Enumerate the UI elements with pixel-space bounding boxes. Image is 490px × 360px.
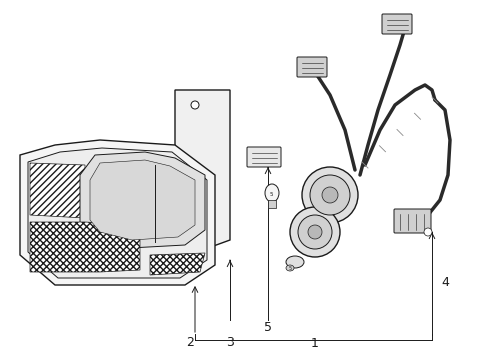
FancyBboxPatch shape [297,57,327,77]
Ellipse shape [265,184,279,202]
Polygon shape [20,140,215,285]
Polygon shape [150,253,205,275]
Polygon shape [30,222,140,272]
Circle shape [290,207,340,257]
Circle shape [308,225,322,239]
Circle shape [310,175,350,215]
Text: 1: 1 [311,337,319,350]
Polygon shape [90,160,195,240]
Circle shape [298,215,332,249]
Polygon shape [28,148,207,278]
FancyBboxPatch shape [247,147,281,167]
Circle shape [191,101,199,109]
Polygon shape [80,152,205,248]
Text: 4: 4 [441,276,449,289]
Text: 3: 3 [226,336,234,349]
FancyBboxPatch shape [382,14,412,34]
Polygon shape [175,90,230,260]
Polygon shape [30,163,85,218]
Circle shape [322,187,338,203]
Text: 5: 5 [289,266,292,270]
Circle shape [302,167,358,223]
FancyBboxPatch shape [394,209,431,233]
Circle shape [424,228,432,236]
Ellipse shape [286,265,294,271]
Bar [268,200,276,208]
Text: 5: 5 [264,321,272,334]
Text: 5: 5 [269,192,273,197]
Ellipse shape [286,256,304,268]
Text: 2: 2 [186,336,194,349]
